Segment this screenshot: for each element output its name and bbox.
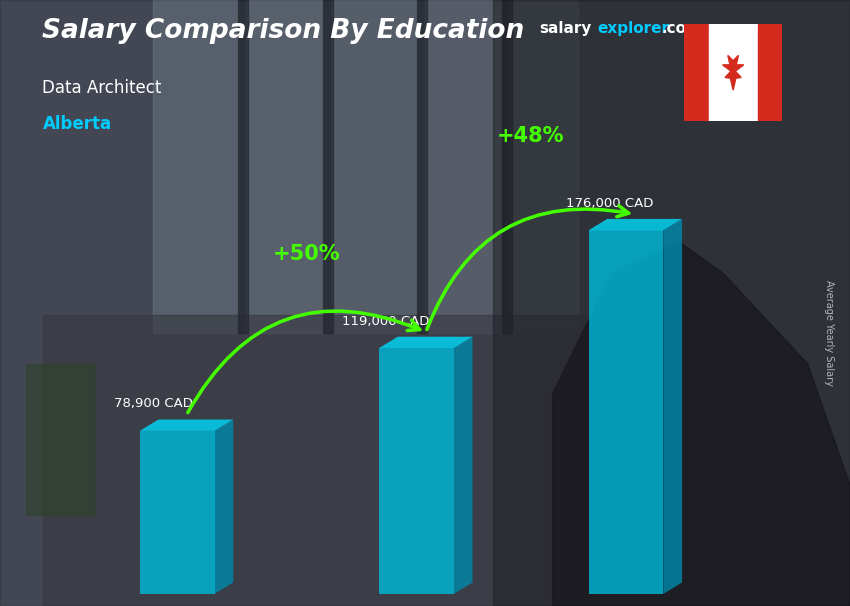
Bar [493,0,850,606]
Bar [238,0,248,333]
Polygon shape [552,242,850,606]
Bar [709,24,757,121]
Text: explorer: explorer [598,21,670,36]
Bar [416,0,427,333]
Text: .com: .com [661,21,702,36]
Text: Salary Comparison By Education: Salary Comparison By Education [42,18,524,44]
Text: 176,000 CAD: 176,000 CAD [566,197,654,210]
Text: Average Yearly Salary: Average Yearly Salary [824,281,834,386]
Polygon shape [379,348,454,594]
Text: Data Architect: Data Architect [42,79,162,97]
Polygon shape [139,431,214,594]
Bar [153,0,238,333]
Bar [332,0,416,333]
Polygon shape [663,219,682,594]
Text: 119,000 CAD: 119,000 CAD [342,315,429,328]
Bar [757,24,782,121]
Text: +48%: +48% [496,126,564,146]
Polygon shape [214,419,233,594]
Polygon shape [379,337,473,348]
Polygon shape [139,419,233,431]
Bar [246,0,323,333]
Polygon shape [454,337,473,594]
Polygon shape [588,230,663,594]
Text: +50%: +50% [272,244,340,264]
Bar [502,0,512,333]
Text: 78,900 CAD: 78,900 CAD [114,398,192,410]
Polygon shape [722,55,744,90]
Bar [684,24,709,121]
Bar [510,0,578,333]
Bar [425,0,502,333]
Polygon shape [588,219,682,230]
Text: salary: salary [540,21,592,36]
Text: Alberta: Alberta [42,115,111,133]
Bar [42,315,595,606]
Bar [26,364,94,515]
Bar [323,0,333,333]
